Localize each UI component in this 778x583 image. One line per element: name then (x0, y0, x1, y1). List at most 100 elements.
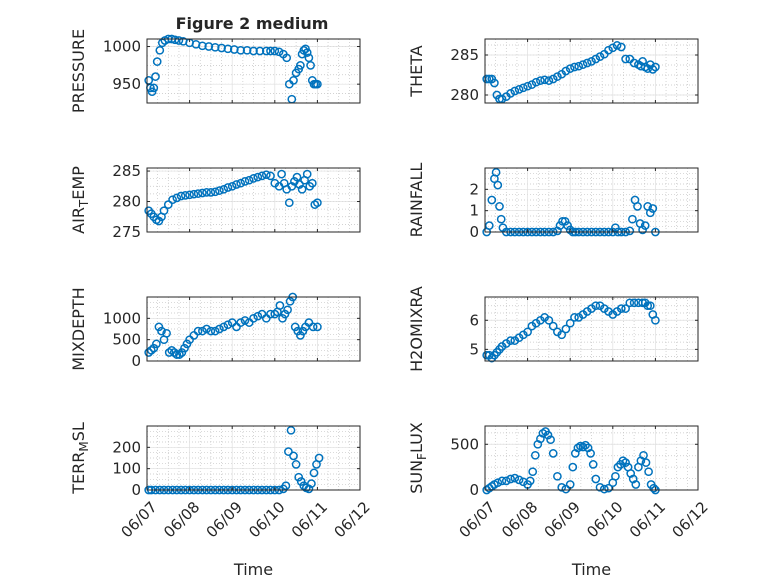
data-point (253, 172, 263, 182)
y-tick-label: 6 (469, 311, 479, 329)
data-point (219, 322, 229, 332)
data-point (612, 41, 622, 50)
y-tick-label: 100 (112, 460, 141, 478)
data-point (548, 74, 558, 84)
data-point (599, 484, 609, 494)
data-point (249, 313, 258, 323)
y-axis-label: H2OMIXRA (407, 286, 426, 372)
data-point (574, 61, 584, 71)
y-tick-label: 285 (112, 162, 141, 180)
data-point (244, 318, 254, 327)
data-point (219, 184, 229, 194)
data-point (293, 326, 303, 336)
data-point (270, 309, 280, 319)
data-point (210, 187, 220, 197)
x-tick-label: 06/09 (203, 498, 246, 541)
data-point (631, 480, 641, 489)
data-point (491, 167, 501, 177)
data-point (506, 474, 515, 484)
x-tick-label: 06/12 (668, 498, 711, 541)
data-point (286, 425, 296, 435)
data-point (275, 301, 285, 310)
data-point (578, 60, 588, 69)
data-point (172, 350, 182, 359)
data-point (558, 216, 567, 226)
data-point (249, 174, 258, 183)
data-point (236, 178, 246, 188)
x-tick-label: 06/10 (583, 498, 626, 541)
data-point (236, 318, 246, 327)
data-point (215, 324, 224, 334)
data-point (168, 195, 177, 205)
data-point (227, 318, 237, 327)
data-point (167, 345, 177, 355)
data-point (215, 186, 224, 195)
data-point (595, 52, 605, 61)
data-point (595, 482, 605, 492)
data-point (177, 348, 187, 357)
data-point (616, 42, 626, 52)
data-point (586, 449, 595, 458)
data-point (625, 226, 635, 236)
axes-frame (484, 38, 699, 104)
y-axis-label: AIRTEMP (69, 166, 91, 234)
data-point (217, 43, 226, 53)
data-point (163, 200, 173, 209)
data-point (277, 169, 286, 179)
y-tick-label: 0 (469, 223, 479, 241)
y-tick-label: 0 (131, 352, 141, 370)
data-point (638, 225, 647, 235)
y-tick-label: 0 (131, 481, 141, 499)
data-point (180, 343, 189, 353)
data-point (588, 460, 598, 469)
data-point (490, 78, 499, 88)
data-point (295, 180, 304, 189)
y-tick-label: 950 (112, 75, 141, 93)
data-point (180, 191, 190, 200)
data-point (561, 484, 571, 494)
data-point (242, 45, 252, 55)
data-point (146, 345, 156, 355)
data-point (497, 476, 507, 486)
data-point (249, 46, 258, 56)
y-tick-label: 500 (450, 435, 479, 453)
data-point (591, 301, 601, 311)
data-point (313, 322, 322, 332)
data-point (543, 430, 553, 440)
subplot-air-temp: 275 280 285 AIRTEMP (69, 162, 361, 241)
data-point (297, 184, 307, 194)
data-point (253, 311, 263, 321)
data-point (544, 76, 554, 85)
data-point (296, 331, 305, 340)
data-point (206, 326, 216, 336)
data-point (625, 298, 635, 308)
data-point (501, 476, 511, 486)
data-point (232, 180, 241, 189)
y-axis-label: PRESSURE (69, 29, 88, 113)
data-point (202, 188, 211, 197)
data-point (313, 79, 322, 89)
data-point (604, 45, 613, 55)
y-tick-label: 500 (112, 331, 141, 349)
data-point (270, 46, 280, 56)
data-point (628, 214, 637, 224)
y-axis-label: THETA (407, 45, 426, 97)
axes-frame (146, 167, 361, 233)
data-point (523, 327, 532, 337)
data-point (152, 57, 162, 66)
data-point (548, 449, 558, 458)
y-tick-label: 275 (112, 223, 141, 241)
data-point (206, 188, 216, 197)
data-point (616, 304, 626, 313)
data-point (292, 172, 302, 182)
data-point (189, 331, 199, 340)
y-axis-label: RAINFALL (407, 163, 426, 238)
data-point (274, 47, 284, 57)
data-point (643, 301, 653, 311)
data-point (240, 316, 250, 325)
data-point (185, 335, 194, 345)
x-tick-label: 06/08 (498, 498, 541, 541)
data-point (518, 83, 528, 93)
data-point (514, 85, 524, 94)
